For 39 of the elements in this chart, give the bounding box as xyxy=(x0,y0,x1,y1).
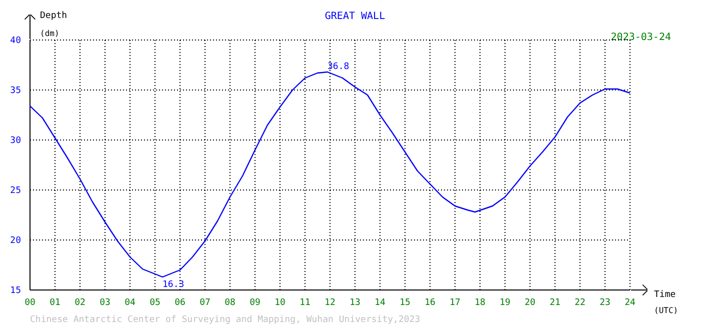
x-tick-label: 00 xyxy=(24,298,36,308)
x-tick-label: 13 xyxy=(350,298,360,308)
x-tick-label: 08 xyxy=(224,298,236,308)
x-tick-label: 18 xyxy=(474,298,486,308)
x-tick-label: 24 xyxy=(624,298,636,308)
x-tick-label: 03 xyxy=(100,298,110,308)
annotation: 16.3 xyxy=(162,280,184,290)
x-tick-label: 20 xyxy=(524,298,536,308)
y-tick-label: 40 xyxy=(10,36,21,46)
annotation: 36.8 xyxy=(328,62,350,72)
x-tick-label: 16 xyxy=(424,298,436,308)
chart-title: GREAT WALL xyxy=(324,11,386,22)
text: Chinese Antarctic Center of Surveying and Mapping, Wuhan University,2023 xyxy=(30,315,420,325)
x-tick-label: 14 xyxy=(374,298,386,308)
x-tick-label: 17 xyxy=(450,298,460,308)
y-tick-label: 25 xyxy=(10,186,21,196)
y-axis-title: Depth (dm) xyxy=(40,11,68,38)
y-tick-label: 35 xyxy=(10,86,21,96)
x-tick-label: 11 xyxy=(300,298,310,308)
x-tick-label: 02 xyxy=(74,298,86,308)
x-tick-label: 10 xyxy=(274,298,286,308)
x-tick-label: 12 xyxy=(324,298,336,308)
x-tick-label: 23 xyxy=(600,298,610,308)
x-tick-label: 19 xyxy=(500,298,510,308)
x-tick-label: 22 xyxy=(574,298,586,308)
x-tick-label: 06 xyxy=(174,298,186,308)
x-tick-label: 05 xyxy=(150,298,160,308)
y-tick-label: 20 xyxy=(10,236,21,246)
x-tick-label: 01 xyxy=(50,298,60,308)
x-tick-label: 21 xyxy=(550,298,560,308)
y-tick-label: 30 xyxy=(10,136,21,146)
x-axis-title: Time (UTC) xyxy=(654,290,678,315)
x-tick-label: 09 xyxy=(250,298,260,308)
x-tick-label: 15 xyxy=(400,298,410,308)
line-series xyxy=(29,71,631,278)
chart-subtitle: 2023-03-24 xyxy=(610,32,671,43)
x-tick-label: 07 xyxy=(200,298,210,308)
x-tick-label: 04 xyxy=(124,298,136,308)
y-tick-label: 15 xyxy=(10,286,21,296)
